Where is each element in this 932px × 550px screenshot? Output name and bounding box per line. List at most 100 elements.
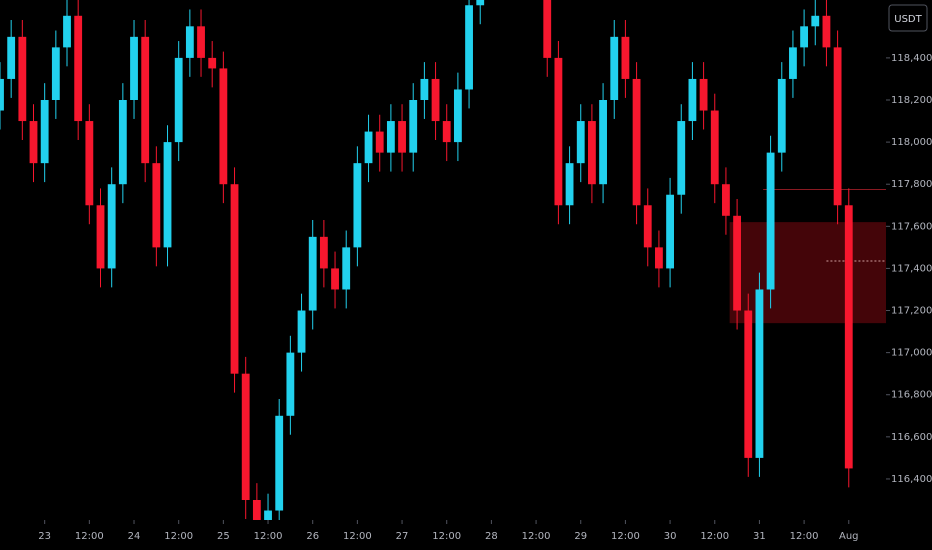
x-tick-label: 31 (753, 531, 766, 542)
candle-body (364, 131, 373, 164)
candle-body (141, 36, 150, 164)
candle-body (219, 68, 228, 185)
candle-body (453, 89, 462, 143)
candle-body (755, 289, 764, 458)
candle-body (789, 47, 797, 79)
x-tick-label: 12:00 (254, 531, 283, 542)
price-axis-bg (886, 0, 932, 550)
candle-body (655, 247, 663, 269)
x-tick-label: Aug (839, 531, 859, 542)
candle-body (29, 121, 38, 164)
candle-body (733, 215, 742, 311)
candle-body (130, 36, 138, 100)
candle-body (319, 236, 328, 269)
candle-body (844, 205, 853, 469)
candle-body (353, 163, 362, 248)
time-axis-bg (0, 520, 932, 550)
candle-body (264, 510, 272, 520)
candle-body (643, 205, 652, 248)
y-tick-label: 117,600.0 (891, 221, 932, 232)
candle-body (0, 78, 4, 111)
y-tick-label: 116,800.0 (891, 390, 932, 401)
candle-body (331, 268, 339, 290)
candle-body (554, 57, 563, 206)
candle-body (375, 131, 384, 153)
candle-body (40, 100, 49, 164)
candle-body (766, 152, 775, 290)
candle-body (297, 310, 306, 353)
candle-body (398, 121, 406, 153)
y-tick-label: 116,400.0 (891, 474, 932, 485)
candle-body (63, 15, 71, 48)
candle-body (677, 121, 686, 195)
plot-area (0, 0, 886, 520)
currency-label[interactable]: USDT (894, 14, 922, 25)
candle-body (722, 184, 730, 216)
candle-body (252, 500, 261, 520)
candle-body (632, 78, 641, 206)
zone (729, 222, 886, 324)
x-tick-label: 12:00 (611, 531, 640, 542)
candle-body (230, 184, 239, 374)
candle-body (420, 78, 429, 100)
y-tick-label: 118,400.0 (891, 53, 932, 64)
y-tick-label: 117,400.0 (891, 263, 932, 274)
x-tick-label: 28 (485, 531, 498, 542)
candle-body (610, 36, 619, 100)
candle-body (241, 373, 250, 500)
candle-body (565, 163, 574, 206)
x-tick-label: 25 (217, 531, 230, 542)
x-tick-label: 24 (128, 531, 141, 542)
candle-body (811, 15, 820, 27)
candle-body (409, 100, 418, 153)
candle-body (699, 78, 708, 111)
candle-body (174, 57, 183, 143)
y-tick-label: 118,200.0 (891, 95, 932, 106)
candle-body (476, 0, 485, 6)
candle-body (185, 26, 194, 58)
currency-button[interactable] (888, 4, 928, 32)
x-tick-label: 12:00 (700, 531, 729, 542)
x-tick-label: 30 (664, 531, 677, 542)
x-tick-label: 12:00 (164, 531, 193, 542)
candle-body (431, 78, 440, 122)
candle-body (85, 121, 94, 206)
candle-body (777, 78, 786, 153)
candle-body (744, 310, 753, 458)
candle-body (118, 100, 127, 185)
candle-body (197, 26, 205, 58)
candle-body (688, 78, 697, 122)
candle-body (666, 194, 674, 269)
candle-body (286, 352, 295, 416)
candle-body (386, 121, 395, 153)
x-tick-label: 29 (574, 531, 587, 542)
candle-body (442, 121, 451, 143)
candle-body (208, 57, 217, 69)
candle-body (465, 5, 473, 90)
y-tick-label: 117,200.0 (891, 306, 932, 317)
x-tick-label: 12:00 (75, 531, 104, 542)
candle-body (7, 36, 16, 79)
candle-body (51, 47, 60, 100)
candle-body (587, 121, 596, 185)
y-tick-label: 118,000.0 (891, 137, 932, 148)
candle-body (163, 142, 172, 248)
candle-body (576, 121, 585, 164)
candle-body (599, 100, 607, 185)
x-tick-label: 12:00 (343, 531, 372, 542)
candle-body (96, 205, 105, 269)
candle-body (342, 247, 351, 290)
x-tick-label: 12:00 (522, 531, 551, 542)
x-tick-label: 12:00 (432, 531, 461, 542)
y-tick-label: 116,600.0 (891, 432, 932, 443)
candle-body (833, 47, 842, 206)
x-tick-label: 12:00 (790, 531, 819, 542)
candle-body (152, 163, 161, 248)
candle-body (74, 15, 83, 122)
candle-body (18, 36, 27, 122)
candle-body (800, 26, 809, 48)
x-tick-label: 27 (396, 531, 409, 542)
